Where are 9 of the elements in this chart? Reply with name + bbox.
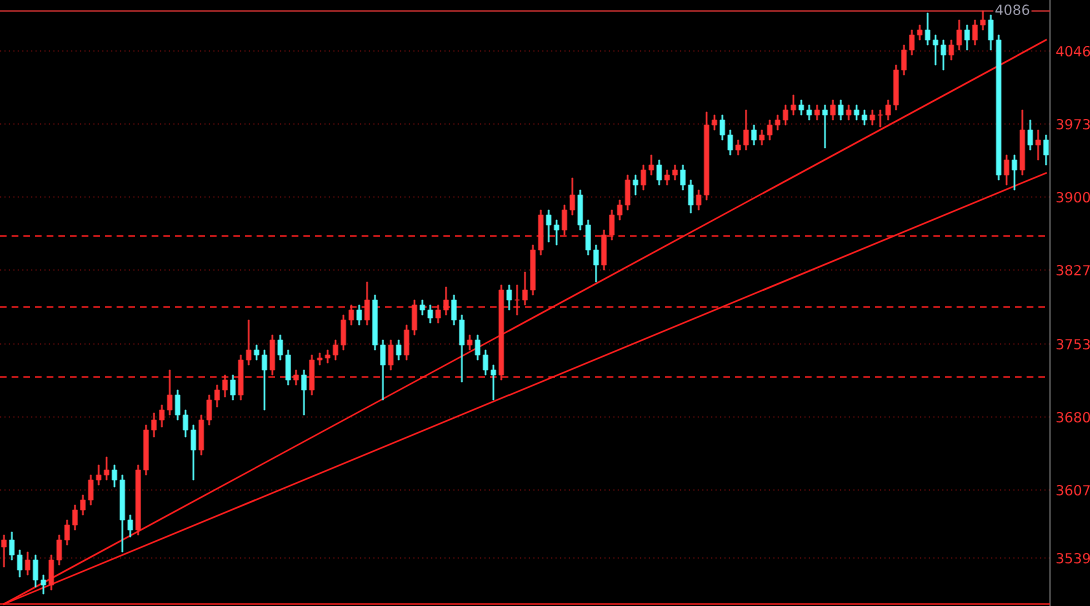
y-tick-label: 3827 — [1056, 264, 1090, 276]
y-tick-label: 3539 — [1056, 552, 1090, 564]
y-tick-label: 3680 — [1056, 411, 1090, 423]
y-tick-label: 3973 — [1056, 118, 1090, 130]
y-tick-label: 3900 — [1056, 191, 1090, 203]
y-tick-label: 4046 — [1056, 45, 1090, 57]
y-tick-label: 3753 — [1056, 338, 1090, 350]
annotation: 4086 — [995, 4, 1030, 16]
y-tick-label: 3607 — [1056, 484, 1090, 496]
